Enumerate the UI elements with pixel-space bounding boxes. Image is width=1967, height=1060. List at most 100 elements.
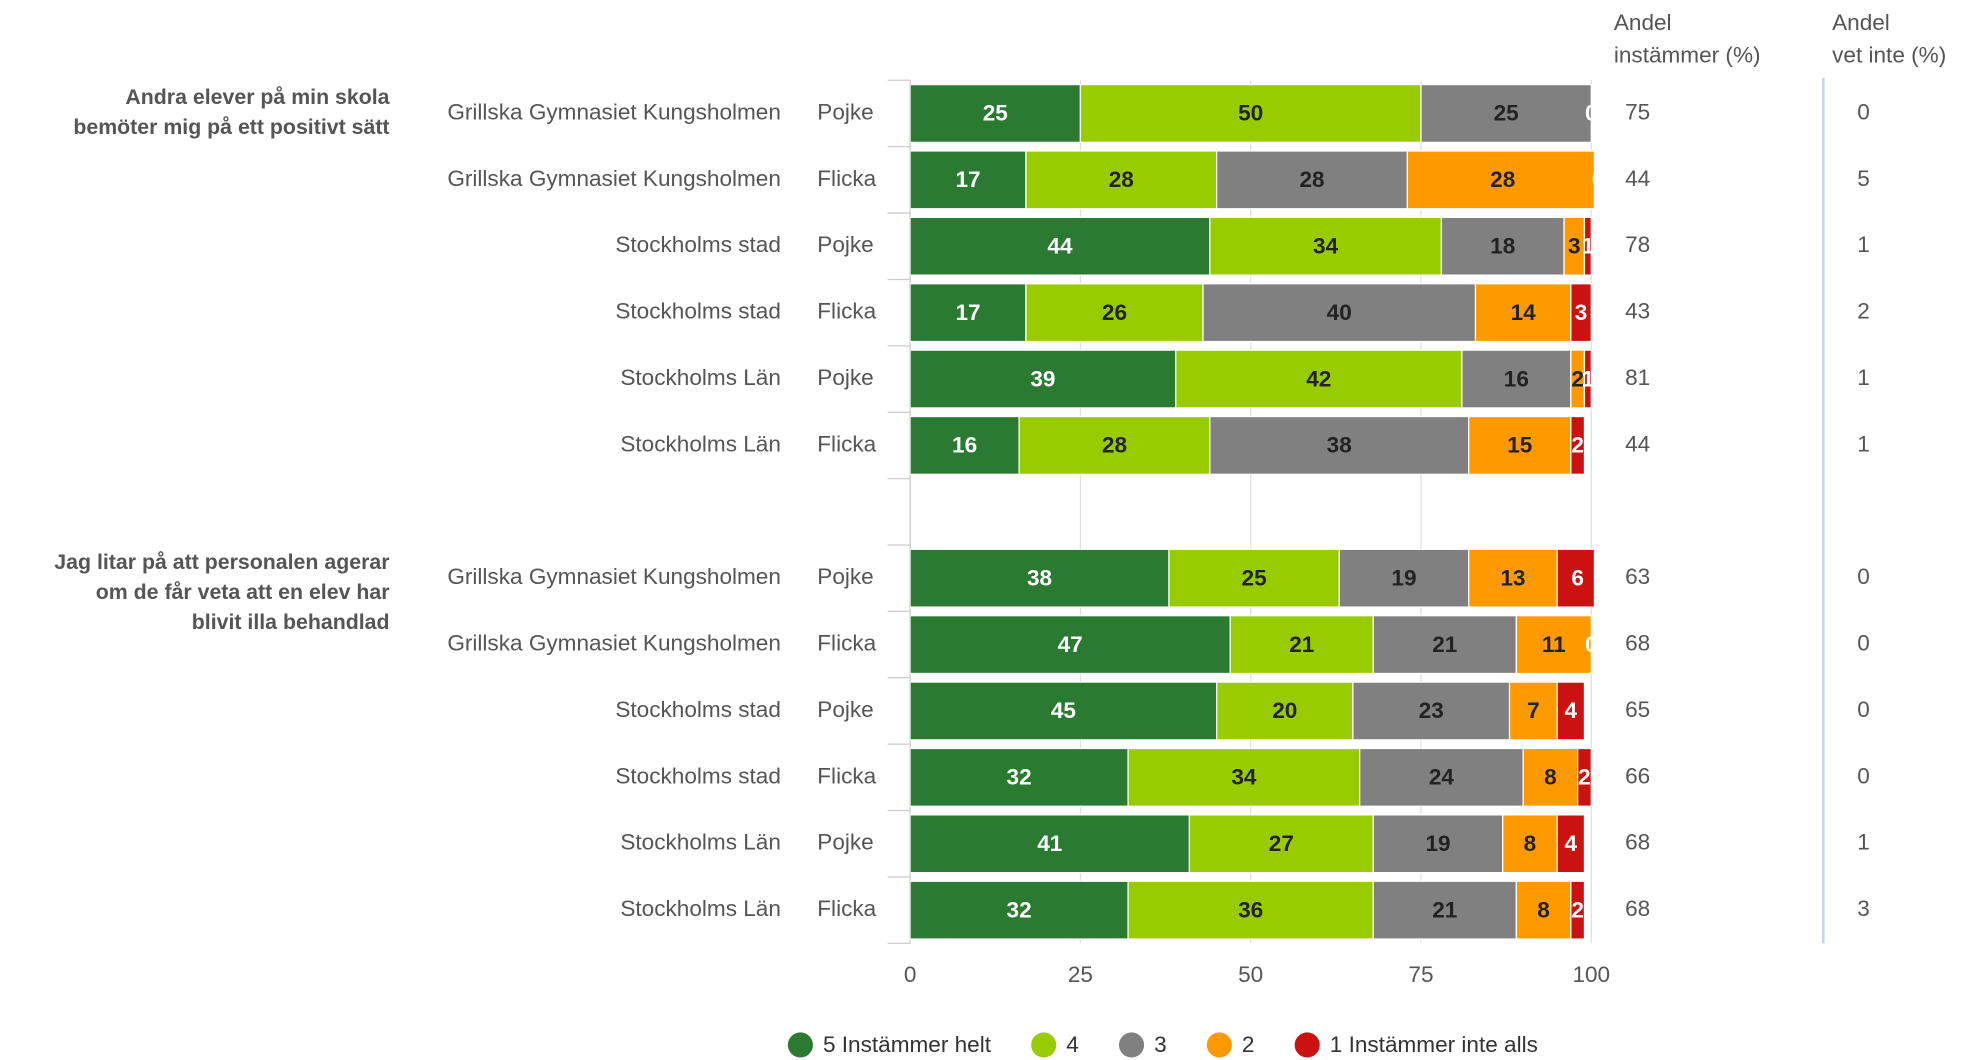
bar-segment [910, 415, 1020, 475]
bar-segment [1372, 615, 1517, 675]
bar-value-label: 23 [1419, 698, 1444, 723]
bar-segment [1209, 415, 1470, 475]
column-value: 44 [1625, 166, 1650, 191]
bar-value-label: 2 [1571, 897, 1584, 922]
bar-segment [1127, 880, 1374, 940]
bar-segment [1556, 548, 1594, 608]
bar-value-label: 1 [1582, 233, 1595, 258]
bar-value-label: 47 [1058, 632, 1083, 657]
bar-value-label: 17 [955, 300, 980, 325]
bar-value-label: 2 [1578, 765, 1591, 790]
column-value: 44 [1625, 431, 1650, 456]
bar-segment [1583, 216, 1592, 276]
bar-value-label: 42 [1306, 366, 1331, 391]
bar-value-label: 25 [1494, 101, 1519, 126]
bar-segment [1338, 548, 1470, 608]
legend-label: 4 [1066, 1032, 1079, 1057]
gender-label: Flicka [817, 166, 876, 191]
column-header: Andel [1832, 10, 1890, 35]
bar-segment [1406, 150, 1594, 210]
column-value: 1 [1857, 365, 1870, 390]
bar-segment [910, 681, 1218, 741]
legend-label: 5 Instämmer helt [823, 1032, 992, 1057]
gender-label: Pojke [817, 697, 873, 722]
group-label: bemöter mig på ett positivt sätt [73, 115, 389, 139]
column-value: 3 [1857, 896, 1870, 921]
gender-label: Pojke [817, 830, 873, 855]
category-label: Grillska Gymnasiet Kungsholmen [447, 564, 781, 589]
x-tick-label: 75 [1408, 962, 1433, 987]
bar-segment [1018, 415, 1211, 475]
bar-segment [1079, 83, 1422, 143]
bar-segment [1202, 283, 1477, 343]
column-header: Andel [1614, 10, 1672, 35]
bar-segment [1352, 681, 1511, 741]
bar-value-label: 28 [1299, 167, 1324, 192]
bar-value-label: 18 [1490, 233, 1515, 258]
gender-label: Flicka [817, 631, 876, 656]
bar-value-label: 34 [1313, 233, 1339, 258]
bar-value-label: 25 [983, 101, 1008, 126]
bar-segment [910, 880, 1129, 940]
category-label: Grillska Gymnasiet Kungsholmen [447, 631, 781, 656]
bar-segment [1209, 216, 1443, 276]
bar-value-label: 8 [1524, 831, 1537, 856]
bar-value-label: 7 [1527, 698, 1540, 723]
bar-value-label: 19 [1391, 565, 1416, 590]
bar-value-label: 44 [1047, 233, 1073, 258]
column-value: 1 [1857, 830, 1870, 855]
bar-segment [910, 283, 1027, 343]
bar-segment [910, 548, 1170, 608]
bar-segment [1468, 548, 1558, 608]
bar-value-label: 15 [1507, 433, 1532, 458]
bar-segment [1216, 681, 1354, 741]
bar-value-label: 16 [1504, 366, 1529, 391]
bar-value-label: 21 [1432, 632, 1457, 657]
bar-value-label: 20 [1272, 698, 1297, 723]
legend-marker [1118, 1032, 1145, 1058]
bar-segment [910, 216, 1211, 276]
legend-marker [787, 1032, 813, 1058]
gender-label: Flicka [817, 431, 876, 456]
group-label: Andra elever på min skola [125, 85, 389, 109]
bar-segment [910, 814, 1191, 874]
bar-value-label: 2 [1571, 433, 1584, 458]
bar-segment [1188, 814, 1374, 874]
bar-segment [1556, 681, 1586, 741]
bar-value-label: 38 [1327, 433, 1352, 458]
bar-segment [1229, 615, 1374, 675]
bar-segment [1175, 349, 1463, 409]
bar-segment [1515, 615, 1592, 675]
column-value: 65 [1625, 697, 1650, 722]
bar-segment [1468, 415, 1572, 475]
x-tick-label: 0 [904, 962, 917, 987]
column-header: vet inte (%) [1832, 42, 1946, 67]
bar-segment [1515, 880, 1572, 940]
bar-value-label: 0 [1592, 167, 1605, 192]
bar-segment [1522, 747, 1579, 807]
bar-segment [910, 349, 1177, 409]
bar-value-label: 36 [1238, 897, 1263, 922]
bar-value-label: 45 [1051, 698, 1076, 723]
bar-value-label: 0 [1585, 101, 1598, 126]
bar-segment [1556, 814, 1586, 874]
bar-segment [1440, 216, 1565, 276]
bar-value-label: 32 [1007, 765, 1032, 790]
gender-label: Pojke [817, 365, 873, 390]
column-value: 0 [1857, 99, 1870, 124]
bar-value-label: 11 [1542, 632, 1566, 657]
bar-value-label: 14 [1511, 300, 1537, 325]
column-value: 68 [1625, 830, 1650, 855]
bar-value-label: 39 [1030, 366, 1055, 391]
bar-value-label: 28 [1490, 167, 1515, 192]
bar-value-label: 24 [1429, 765, 1455, 790]
bar-value-label: 8 [1537, 897, 1550, 922]
legend: 5 Instämmer helt 4 3 2 1 Instämmer inte alls [787, 1032, 1538, 1058]
bar-value-label: 32 [1007, 897, 1032, 922]
column-value: 63 [1625, 564, 1650, 589]
column-value: 43 [1625, 299, 1650, 324]
gender-label: Flicka [817, 896, 876, 921]
gender-label: Flicka [817, 763, 876, 788]
x-tick-label: 100 [1572, 962, 1610, 987]
